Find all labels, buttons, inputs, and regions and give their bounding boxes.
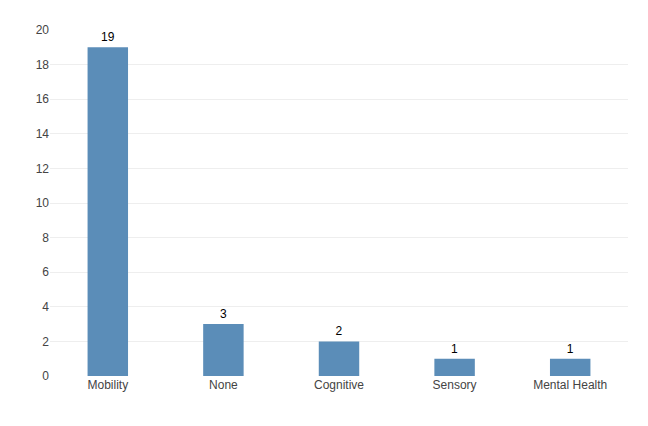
svg-text:19: 19 xyxy=(101,30,115,44)
svg-text:1: 1 xyxy=(451,342,458,356)
svg-text:10: 10 xyxy=(36,196,50,210)
svg-text:0: 0 xyxy=(42,369,49,383)
svg-text:6: 6 xyxy=(42,265,49,279)
svg-text:Mobility: Mobility xyxy=(87,378,128,392)
svg-text:3: 3 xyxy=(220,307,227,321)
svg-text:4: 4 xyxy=(42,300,49,314)
svg-text:20: 20 xyxy=(36,23,50,37)
svg-text:None: None xyxy=(209,378,238,392)
svg-text:Sensory: Sensory xyxy=(433,378,477,392)
svg-text:8: 8 xyxy=(42,231,49,245)
svg-text:14: 14 xyxy=(36,127,50,141)
svg-text:Cognitive: Cognitive xyxy=(314,378,364,392)
svg-text:1: 1 xyxy=(567,342,574,356)
svg-text:2: 2 xyxy=(336,324,343,338)
svg-text:16: 16 xyxy=(36,92,50,106)
svg-text:Mental Health: Mental Health xyxy=(533,378,607,392)
svg-text:2: 2 xyxy=(42,335,49,349)
svg-text:18: 18 xyxy=(36,58,50,72)
svg-text:12: 12 xyxy=(36,162,50,176)
